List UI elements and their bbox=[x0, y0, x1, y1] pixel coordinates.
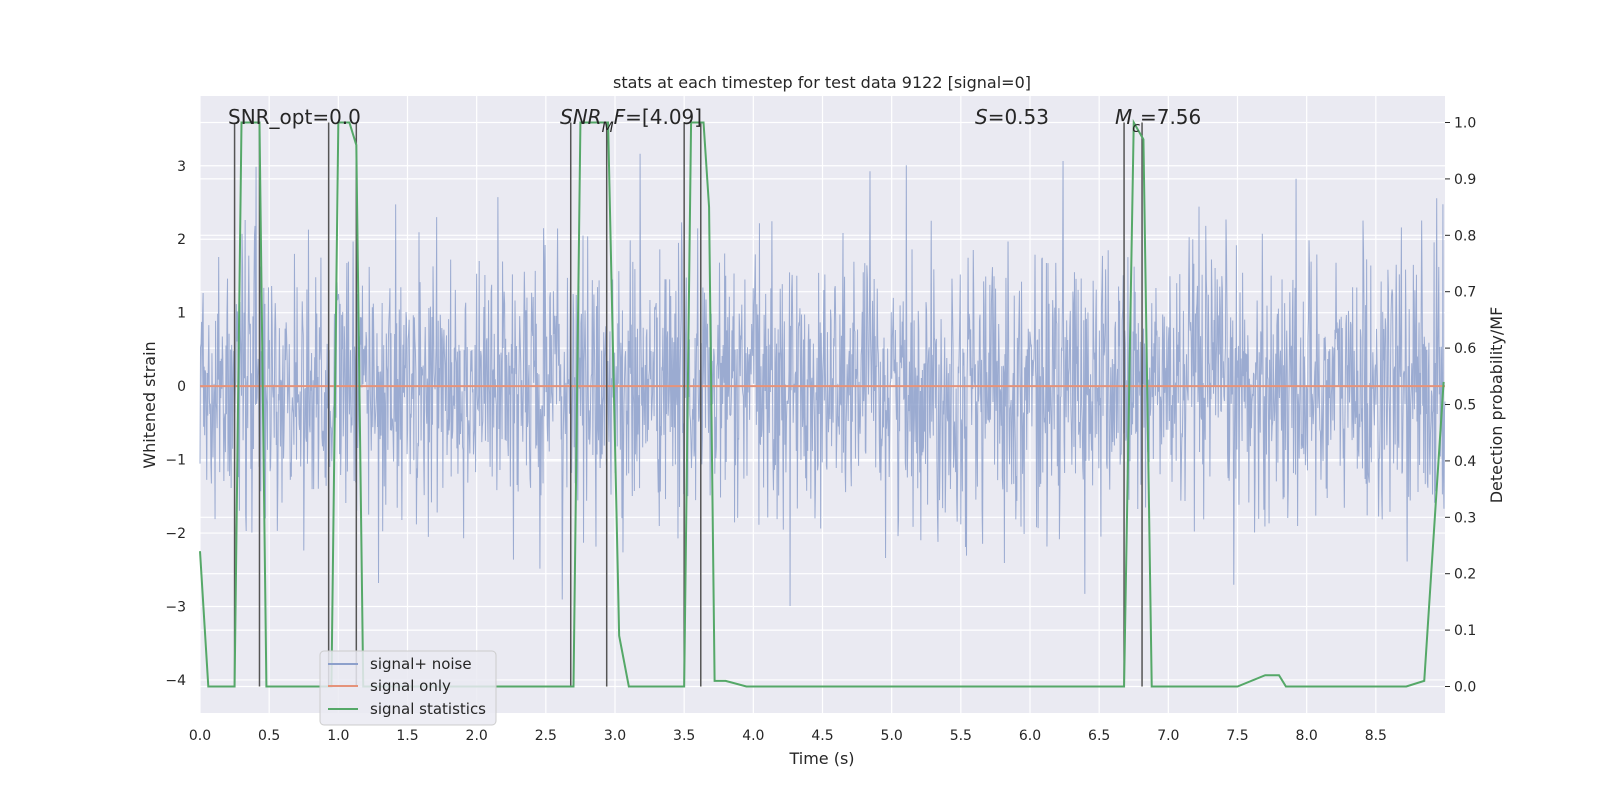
legend: signal+ noise signal only signal statist… bbox=[319, 650, 497, 726]
x-tick-label: 2.5 bbox=[535, 728, 557, 744]
series-noise-line bbox=[199, 153, 1446, 607]
series-layer bbox=[199, 153, 1446, 607]
y2-tick-label: 0.4 bbox=[1454, 454, 1476, 470]
x-tick-label: 6.5 bbox=[1088, 728, 1110, 744]
x-tick-label: 8.0 bbox=[1296, 728, 1318, 744]
y-tick-label: 0 bbox=[177, 379, 186, 395]
vertical-markers bbox=[233, 122, 1143, 687]
y2-tick-label: 0.6 bbox=[1454, 341, 1476, 357]
x-tick-label: 5.5 bbox=[950, 728, 972, 744]
annotations: SNR_opt=0.0 SNRMF=[4.09] S=0.53 Mc=7.56 bbox=[228, 105, 1201, 136]
y-tick-label: 3 bbox=[177, 159, 186, 175]
y2-tick-label: 0.7 bbox=[1454, 285, 1476, 301]
y2-axis-label: Detection probability/MF bbox=[1487, 307, 1506, 504]
x-tick-label: 1.0 bbox=[327, 728, 349, 744]
annotation-snr-mf: SNRMF=[4.09] bbox=[560, 105, 702, 136]
annotation-mc-value: Mc=7.56 bbox=[1115, 105, 1201, 136]
legend-label-signal: signal only bbox=[370, 677, 451, 695]
x-tick-label: 2.0 bbox=[466, 728, 488, 744]
x-tick-label: 3.5 bbox=[673, 728, 695, 744]
y2-tick-label: 0.8 bbox=[1454, 228, 1476, 244]
y-tick-label: −1 bbox=[165, 453, 186, 469]
x-tick-label: 4.5 bbox=[811, 728, 833, 744]
y-tick-label: −3 bbox=[165, 599, 186, 615]
y2-tick-label: 0.9 bbox=[1454, 172, 1476, 188]
x-tick-label: 6.0 bbox=[1019, 728, 1041, 744]
x-tick-label: 3.0 bbox=[604, 728, 626, 744]
x-axis-label: Time (s) bbox=[788, 749, 854, 768]
x-tick-label: 0.5 bbox=[258, 728, 280, 744]
x-tick-label: 5.0 bbox=[881, 728, 903, 744]
annotation-s-value: S=0.53 bbox=[975, 105, 1049, 129]
x-tick-label: 7.0 bbox=[1157, 728, 1179, 744]
x-tick-label: 8.5 bbox=[1365, 728, 1387, 744]
x-tick-label: 7.5 bbox=[1226, 728, 1248, 744]
annotation-snr-opt: SNR_opt=0.0 bbox=[228, 105, 361, 129]
legend-label-noise: signal+ noise bbox=[370, 655, 472, 673]
series-stats-line bbox=[199, 118, 1445, 688]
y-tick-label: −2 bbox=[165, 526, 186, 542]
y2-tick-label: 0.3 bbox=[1454, 510, 1476, 526]
y2-tick-label: 0.0 bbox=[1454, 679, 1476, 695]
legend-label-stats: signal statistics bbox=[370, 700, 486, 718]
stats-layer bbox=[199, 118, 1445, 688]
y-tick-label: −4 bbox=[165, 673, 186, 689]
y2-tick-label: 0.1 bbox=[1454, 623, 1476, 639]
y-tick-label: 2 bbox=[177, 232, 186, 248]
tick-labels: 0.0 0.5 1.0 1.5 2.0 2.5 3.0 3.5 4.0 4.5 5.0 5.5 6.0 6… bbox=[165, 116, 1476, 744]
y2-tick-label: 1.0 bbox=[1454, 116, 1476, 132]
x-tick-label: 0.0 bbox=[189, 728, 211, 744]
x-tick-label: 1.5 bbox=[396, 728, 418, 744]
y-axis-label: Whitened strain bbox=[140, 341, 159, 468]
y2-tick-label: 0.5 bbox=[1454, 398, 1476, 414]
x-tick-label: 4.0 bbox=[742, 728, 764, 744]
y2-tick-label: 0.2 bbox=[1454, 567, 1476, 583]
chart-title: stats at each timestep for test data 912… bbox=[613, 73, 1031, 92]
y-tick-label: 1 bbox=[177, 306, 186, 322]
legend-box bbox=[319, 650, 497, 726]
